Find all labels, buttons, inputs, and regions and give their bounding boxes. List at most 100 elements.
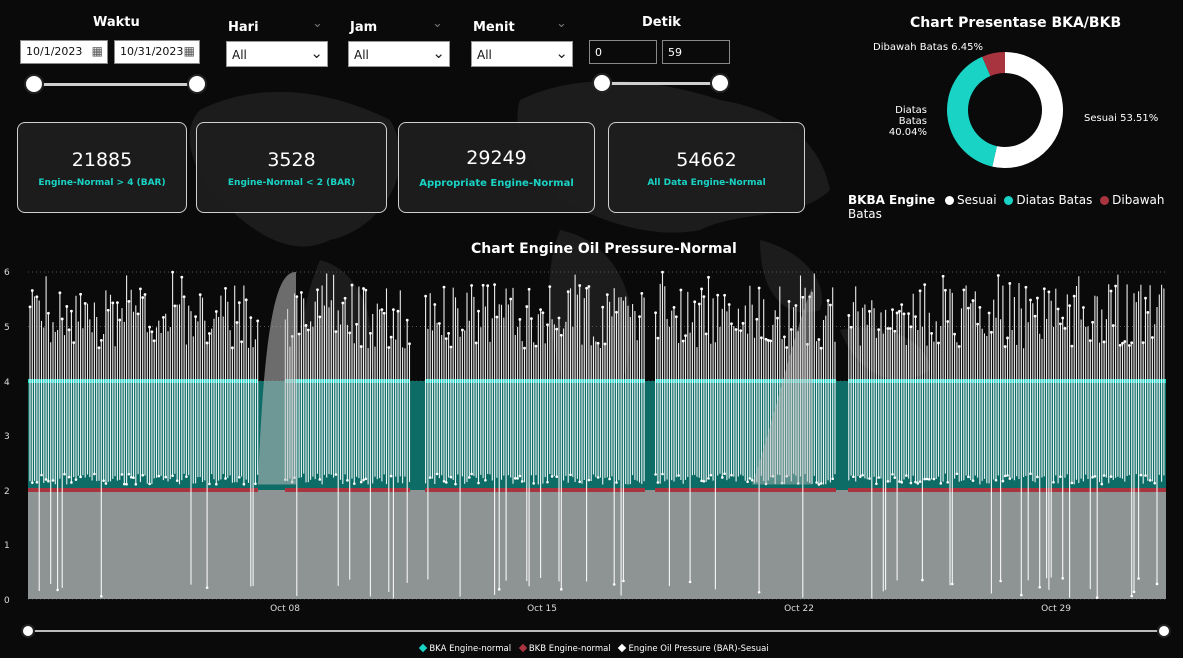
pressure-point [1068,304,1071,308]
pressure-point [996,274,1000,277]
donut-legend-title: BKBA Engine [848,193,936,207]
pressure-point [925,477,929,481]
date-slider-track[interactable] [33,83,199,86]
kpi-value: 29249 [466,147,527,169]
pressure-point [389,474,393,478]
donut-chart[interactable] [930,40,1080,190]
pressure-gap-curve [258,272,296,485]
donut-slice-diatas-batas[interactable] [947,56,997,167]
pressure-point [971,299,975,302]
legend-item-sesuai[interactable]: Sesuai [945,193,997,207]
pressure-point [1047,290,1051,294]
pressure-point [1151,336,1154,339]
y-tick-label: 6 [4,268,10,278]
x-tick-label: Oct 22 [784,604,814,614]
pressure-point [677,474,680,477]
pressure-point [348,331,352,335]
calendar-icon[interactable]: ▦ [91,44,103,58]
pressure-point [702,295,706,299]
pressure-point [171,270,175,274]
pressure-point [525,305,529,308]
legend-item-diatas[interactable]: Diatas Batas [1004,193,1092,207]
kpi-card-above-4[interactable]: 21885 Engine-Normal > 4 (BAR) [17,122,187,213]
line-chart-plot[interactable] [0,258,1183,608]
pressure-point [364,288,368,292]
pressure-point [139,287,142,291]
date-slider-start-handle[interactable] [24,74,44,94]
pressure-point [939,482,943,485]
pressure-point [444,337,448,341]
pressure-point [470,284,473,287]
pressure-point [656,336,660,340]
pressure-point [587,285,591,288]
legend-item-bkb[interactable]: BKB Engine-normal [514,643,611,654]
pressure-point [748,477,752,480]
pressure-point [877,328,881,332]
pressure-point [654,473,657,476]
start-date-input[interactable]: 10/1/2023 ▦ [20,40,108,64]
detik-slider-track[interactable] [601,82,721,85]
pressure-point [891,308,894,312]
pressure-point [362,287,365,290]
pressure-point [30,289,34,292]
chevron-down-icon[interactable]: ⌄ [556,16,567,31]
pressure-point [596,476,600,479]
pressure-point [150,330,154,334]
donut-slice-sesuai[interactable] [992,52,1063,168]
pressure-point [757,590,761,594]
menit-dropdown[interactable]: All ⌄ [471,41,573,67]
legend-item-dibawah[interactable]: Dibawah Batas [848,193,1165,221]
pressure-point [516,477,519,480]
donut-slice-dibawah-batas[interactable] [982,52,1005,76]
legend-item-pressure[interactable]: Engine Oil Pressure (BAR)-Sesuai [613,643,769,654]
pressure-point [951,582,954,586]
pressure-point [801,295,805,299]
pressure-point [702,479,706,483]
pressure-point [1121,341,1124,345]
pressure-point [578,284,582,287]
pressure-point [141,296,145,299]
pressure-point [923,283,927,287]
x-tick-label: Oct 29 [1041,604,1071,614]
pressure-point [612,583,616,586]
pressure-point [815,481,818,484]
kpi-card-all-data[interactable]: 54662 All Data Engine-Normal [608,122,805,213]
pressure-point [898,480,901,483]
pressure-point [470,472,473,476]
chevron-down-icon[interactable]: ⌄ [312,16,323,31]
y-tick-label: 4 [4,378,10,388]
detik-max-input[interactable]: 59 [662,40,730,64]
pressure-point [1128,344,1131,347]
pressure-point [914,315,917,319]
pressure-point [859,475,862,478]
pressure-point [1132,590,1136,594]
kpi-label: Engine-Normal < 2 (BAR) [227,178,356,188]
detik-min-input[interactable]: 0 [589,40,657,64]
kpi-card-below-2[interactable]: 3528 Engine-Normal < 2 (BAR) [196,122,387,213]
detik-slider-start-handle[interactable] [592,73,612,93]
legend-item-bka[interactable]: BKA Engine-normal [414,643,511,654]
pressure-point [468,476,471,479]
pressure-point [847,314,851,317]
chart-range-slider-track[interactable] [28,630,1164,632]
detik-slider-end-handle[interactable] [710,73,730,93]
chevron-down-icon[interactable]: ⌄ [432,16,443,31]
pressure-point [946,320,950,323]
pressure-point [661,270,664,274]
date-slider-end-handle[interactable] [187,74,207,94]
pressure-point [104,482,108,485]
pressure-point [1070,344,1074,348]
calendar-icon[interactable]: ▦ [183,44,195,58]
pressure-point [1111,324,1115,327]
hari-dropdown[interactable]: All ⌄ [226,41,328,67]
chart-range-end-handle[interactable] [1157,624,1171,638]
jam-dropdown[interactable]: All ⌄ [348,41,450,67]
chart-range-start-handle[interactable] [21,624,35,638]
pressure-point [559,333,563,337]
end-date-input[interactable]: 10/31/2023 ▦ [114,40,200,64]
pressure-point [493,283,496,287]
kpi-card-appropriate[interactable]: 29249 Appropriate Engine-Normal [398,122,595,213]
pressure-point [674,315,678,319]
line-chart-title: Chart Engine Oil Pressure-Normal [471,241,737,257]
legend-diatas-label: Diatas Batas [1016,193,1093,207]
